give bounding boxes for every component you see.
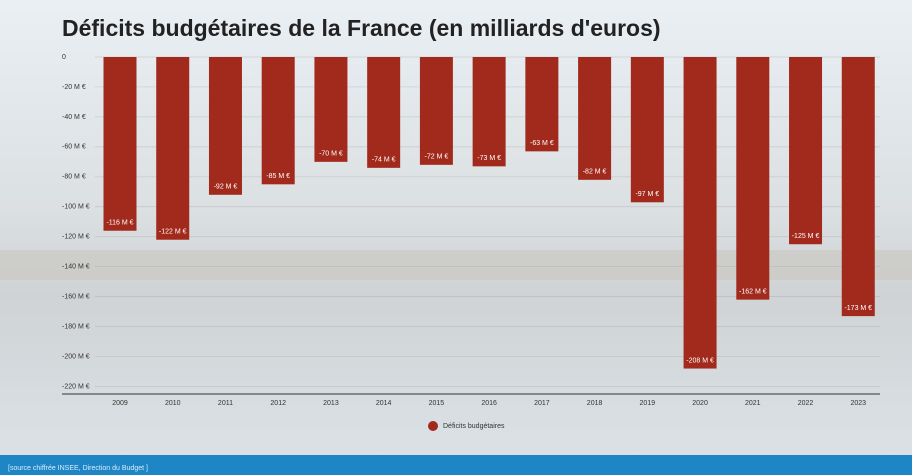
value-label: -72 M € <box>425 154 449 161</box>
value-label: -116 M € <box>106 220 133 227</box>
bar <box>367 57 400 168</box>
bar <box>736 57 769 300</box>
y-tick-label: 0 <box>62 54 66 61</box>
legend-marker <box>428 421 438 431</box>
bar <box>789 57 822 244</box>
bar <box>209 57 242 195</box>
bar <box>156 57 189 240</box>
x-tick-label: 2015 <box>429 400 445 407</box>
y-tick-label: -180 M € <box>62 323 90 330</box>
x-tick-label: 2017 <box>534 400 550 407</box>
x-tick-label: 2010 <box>165 400 181 407</box>
value-label: -85 M € <box>266 173 290 180</box>
bar <box>104 57 137 231</box>
value-label: -92 M € <box>214 184 238 191</box>
x-tick-label: 2020 <box>692 400 708 407</box>
value-label: -173 M € <box>844 305 872 312</box>
bar <box>262 57 295 184</box>
bar <box>525 57 558 151</box>
x-tick-label: 2018 <box>587 400 603 407</box>
value-label: -97 M € <box>635 191 659 198</box>
x-tick-label: 2011 <box>218 400 233 407</box>
y-tick-label: -120 M € <box>62 234 90 241</box>
bar <box>842 57 875 316</box>
bar <box>420 57 453 165</box>
bar <box>473 57 506 166</box>
y-tick-label: -60 M € <box>62 144 86 151</box>
value-label: -162 M € <box>739 288 767 295</box>
bar <box>684 57 717 369</box>
y-tick-label: -20 M € <box>62 84 86 91</box>
x-tick-label: 2016 <box>481 400 497 407</box>
x-tick-label: 2022 <box>798 400 814 407</box>
y-tick-label: -40 M € <box>62 114 86 121</box>
y-tick-label: -160 M € <box>62 293 90 300</box>
value-label: -125 M € <box>792 233 820 240</box>
x-tick-label: 2012 <box>270 400 286 407</box>
x-tick-label: 2021 <box>745 400 761 407</box>
x-tick-label: 2009 <box>112 400 128 407</box>
bar <box>631 57 664 202</box>
x-tick-label: 2019 <box>640 400 656 407</box>
x-tick-label: 2014 <box>376 400 392 407</box>
value-label: -122 M € <box>159 229 187 236</box>
value-label: -208 M € <box>686 357 714 364</box>
value-label: -70 M € <box>319 151 343 158</box>
y-tick-label: -140 M € <box>62 264 90 271</box>
source: [source chiffrée INSEE, Direction du Bud… <box>8 465 148 472</box>
chart-title: Déficits budgétaires de la France (en mi… <box>62 15 661 41</box>
x-tick-label: 2023 <box>850 400 866 407</box>
value-label: -74 M € <box>372 157 396 164</box>
x-tick-label: 2013 <box>323 400 339 407</box>
y-tick-label: -220 M € <box>62 383 90 390</box>
value-label: -63 M € <box>530 140 554 147</box>
y-tick-label: -100 M € <box>62 204 90 211</box>
value-label: -82 M € <box>583 169 607 176</box>
bar <box>314 57 347 162</box>
value-label: -73 M € <box>477 155 501 162</box>
y-tick-label: -80 M € <box>62 174 86 181</box>
legend-label: Déficits budgétaires <box>443 423 505 430</box>
bar <box>578 57 611 180</box>
y-tick-label: -200 M € <box>62 353 90 360</box>
chart: Déficits budgétaires de la France (en mi… <box>0 0 912 475</box>
